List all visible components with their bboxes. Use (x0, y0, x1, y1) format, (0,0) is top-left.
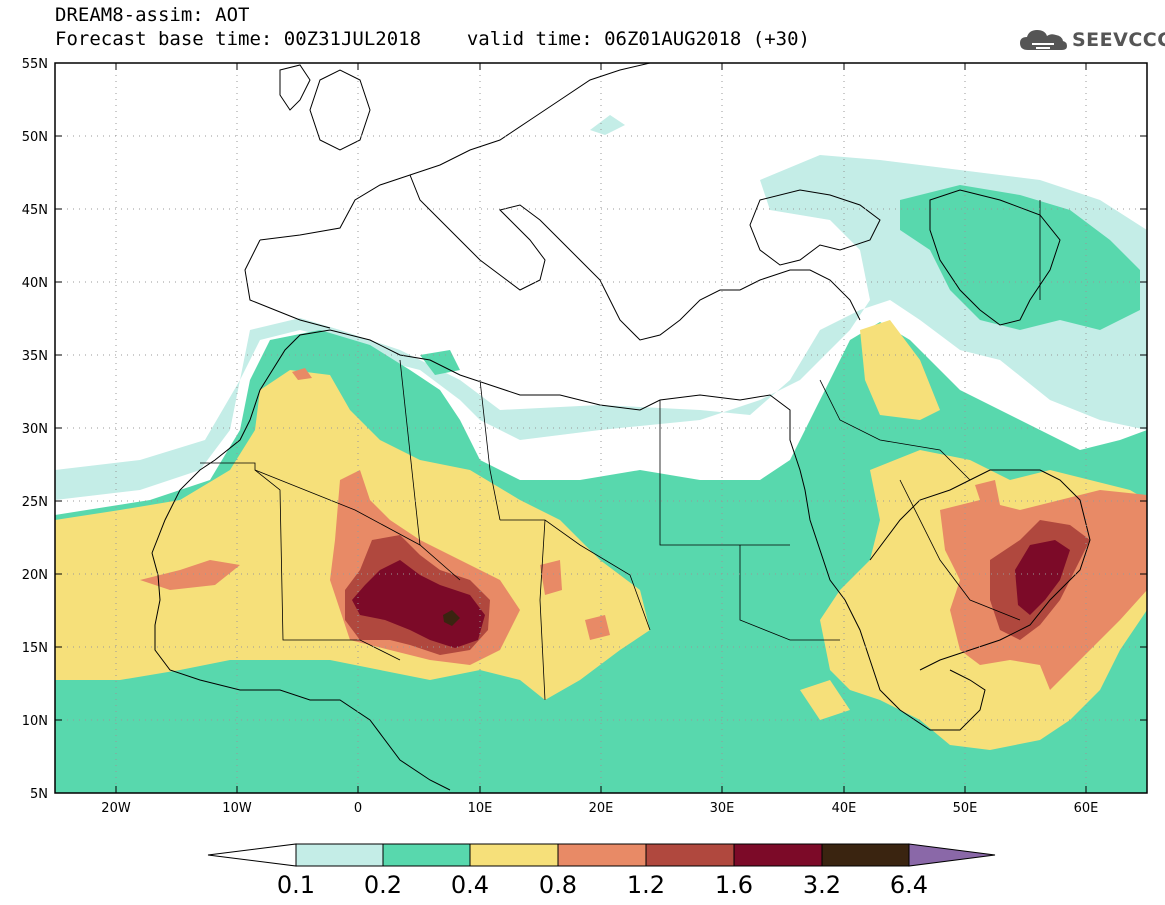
time-info: Forecast base time: 00Z31JUL2018 valid t… (55, 28, 810, 50)
colorbar-label: 6.4 (890, 871, 928, 899)
logo-text: SEEVCCC (1072, 29, 1165, 51)
lat-label: 10N (22, 714, 48, 729)
lon-label: 10E (468, 801, 493, 816)
lat-label: 20N (22, 568, 48, 583)
colorbar (207, 843, 996, 867)
colorbar-bin (821, 843, 910, 867)
country-borders (200, 200, 1041, 701)
seevccc-logo: SEEVCCC (1018, 26, 1165, 54)
colorbar-bin (469, 843, 559, 867)
lon-label: 20E (589, 801, 614, 816)
lon-label: 10W (222, 801, 252, 816)
colorbar-low-arrow (207, 843, 297, 867)
colorbar-label: 0.4 (451, 871, 489, 899)
valid-time: valid time: 06Z01AUG2018 (+30) (466, 28, 810, 50)
lat-label: 30N (22, 422, 48, 437)
lat-label: 5N (30, 787, 48, 802)
forecast-base-time: Forecast base time: 00Z31JUL2018 (55, 28, 422, 50)
colorbar-bin (295, 843, 384, 867)
lat-label: 55N (22, 57, 48, 72)
colorbar-high-arrow (908, 843, 996, 867)
lon-label: 40E (832, 801, 857, 816)
lat-label: 45N (22, 203, 48, 218)
coastlines (151, 63, 1091, 791)
lon-label: 20W (101, 801, 131, 816)
lat-label: 50N (22, 130, 48, 145)
lat-label: 15N (22, 641, 48, 656)
lon-label: 50E (953, 801, 978, 816)
colorbar-label: 1.2 (627, 871, 665, 899)
lon-label: 60E (1074, 801, 1099, 816)
cloud-icon (1020, 30, 1067, 50)
map-title: DREAM8-assim: AOT (55, 4, 250, 26)
lat-label: 40N (22, 276, 48, 291)
colorbar-label: 3.2 (803, 871, 841, 899)
colorbar-bin (557, 843, 647, 867)
colorbar-label: 0.2 (364, 871, 402, 899)
colorbar-bin (382, 843, 471, 867)
colorbar-bin (645, 843, 735, 867)
longitude-labels: 20W 10W 0 10E 20E 30E 40E 50E 60E (101, 801, 1098, 816)
colorbar-bin (733, 843, 823, 867)
colorbar-label: 0.8 (539, 871, 577, 899)
lat-label: 25N (22, 495, 48, 510)
latitude-labels: 55N 50N 45N 40N 35N 30N 25N 20N 15N 10N … (22, 57, 48, 802)
axis-ticks (55, 62, 1147, 794)
gridlines (55, 63, 1147, 793)
colorbar-label: 0.1 (277, 871, 315, 899)
lon-label: 0 (354, 801, 362, 816)
lon-label: 30E (710, 801, 735, 816)
colorbar-labels: 0.1 0.2 0.4 0.8 1.2 1.6 3.2 6.4 (277, 871, 928, 899)
colorbar-label: 1.6 (715, 871, 753, 899)
lat-label: 35N (22, 349, 48, 364)
